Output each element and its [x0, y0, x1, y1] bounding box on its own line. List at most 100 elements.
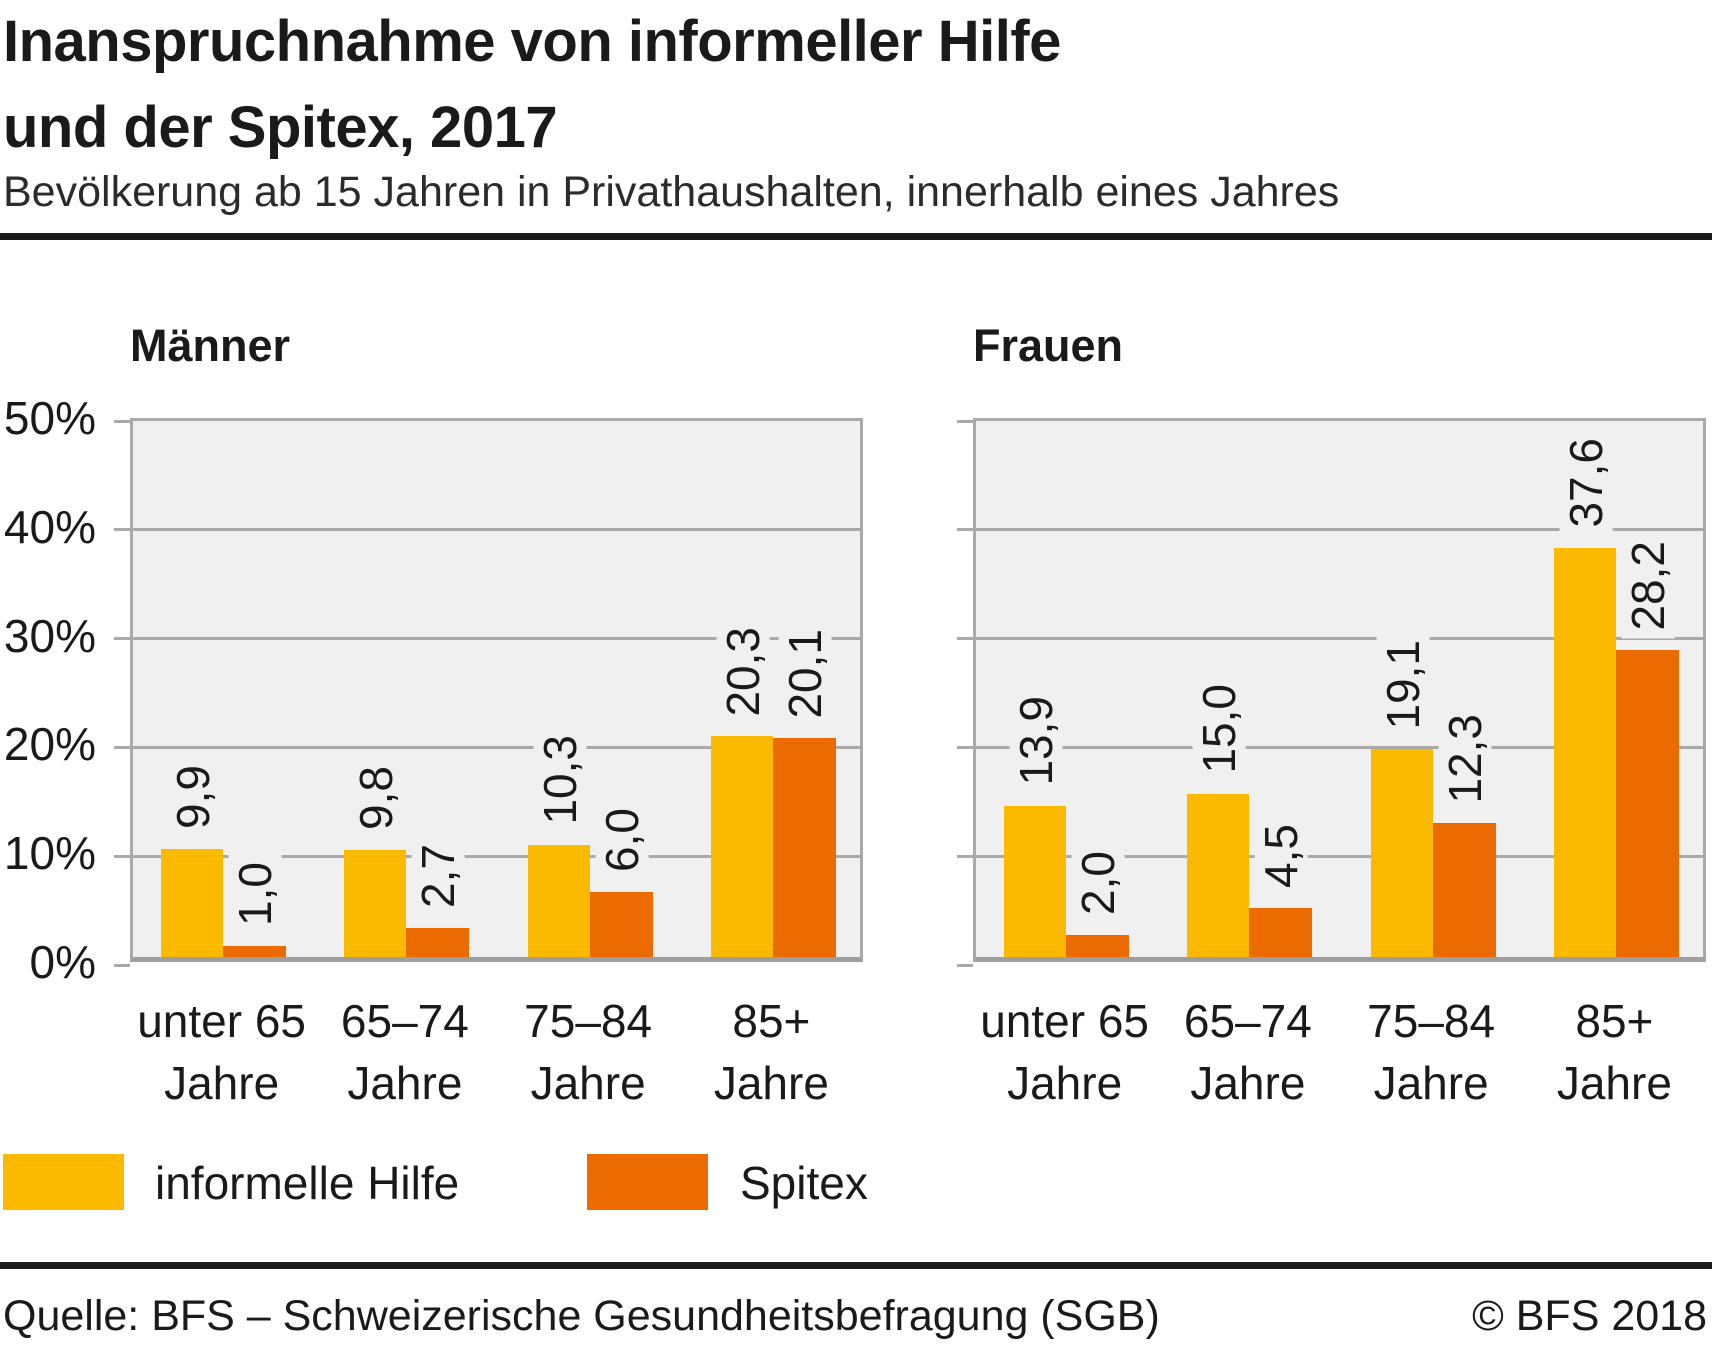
plot-inner-maenner: 9,9 9,8 10,3 20,3 1,0 2,7 6,0 20,1	[114, 419, 860, 967]
bar-value-label: 9,8	[350, 758, 403, 839]
bar-value-label: 28,2	[1621, 532, 1675, 639]
y-axis-tick	[957, 419, 973, 423]
bar-spitex	[223, 946, 286, 957]
x-axis-label-line2: Jahre	[530, 1057, 646, 1109]
y-axis-tick	[957, 854, 973, 858]
y-axis-tick	[957, 637, 973, 641]
bar-value-label: 4,5	[1255, 816, 1308, 897]
bar-value-label: 6,0	[595, 799, 649, 880]
bar-value-label: 13,9	[1010, 688, 1063, 794]
y-axis-tick	[114, 854, 130, 858]
plot-area-frauen: 13,9 15,0 19,1 37,6 2,0 4,5 12,3 28,2	[957, 418, 1706, 967]
bar-value-label: 10,3	[533, 727, 587, 833]
gridline	[976, 528, 1703, 532]
footer-divider	[0, 1262, 1712, 1269]
bar-spitex	[1615, 650, 1679, 957]
y-axis-tick-label: 20%	[3, 718, 96, 771]
bar-spitex	[1066, 935, 1129, 957]
bar-spitex	[1432, 823, 1496, 957]
bar-value-label: 20,1	[778, 620, 832, 727]
y-axis-tick	[114, 528, 130, 532]
bar-value-label: 2,7	[412, 835, 465, 916]
y-axis-tick	[114, 963, 130, 967]
bar-value-label: 15,0	[1193, 676, 1246, 782]
x-axis-label-line1: 65–74	[340, 995, 469, 1047]
legend-swatch-spitex	[587, 1154, 708, 1210]
x-axis-label-line2: Jahre	[164, 1057, 280, 1109]
footer-source: Quelle: BFS – Schweizerische Gesundheits…	[3, 1292, 1160, 1340]
bar-value-label: 9,9	[167, 757, 220, 838]
header-divider	[0, 233, 1712, 240]
x-axis-label-line2: Jahre	[1190, 1057, 1306, 1109]
x-axis-label: 75–84 Jahre	[1340, 990, 1523, 1114]
plot-area-maenner: 9,9 9,8 10,3 20,3 1,0 2,7 6,0 20,1	[114, 418, 863, 967]
bar-value-label: 20,3	[716, 618, 770, 725]
y-axis-tick-label: 0%	[29, 936, 96, 988]
x-axis-label: unter 65 Jahre	[973, 990, 1156, 1114]
x-axis-label: 65–74 Jahre	[313, 990, 496, 1114]
bar-informelle-hilfe	[1370, 749, 1433, 957]
x-axis-labels-frauen: unter 65 Jahre 65–74 Jahre 75–84 Jahre 85+ Jahr…	[973, 990, 1706, 1120]
bar-informelle-hilfe	[710, 736, 773, 957]
x-axis-label-line1: 85+	[732, 995, 811, 1047]
y-axis-tick-label: 50%	[3, 392, 96, 444]
bar-value-label: 2,0	[1072, 843, 1125, 924]
x-axis-label-line2: Jahre	[1556, 1057, 1672, 1109]
gridline	[976, 637, 1703, 641]
page-title-line1: Inanspruchnahme von informeller Hilfe	[3, 9, 1061, 74]
gridline	[133, 854, 860, 858]
page-subtitle: Bevölkerung ab 15 Jahren in Privathausha…	[3, 168, 1340, 216]
y-axis-labels: 50% 40% 30% 20% 10% 0%	[0, 392, 100, 988]
bar-informelle-hilfe	[344, 850, 407, 957]
bar-informelle-hilfe	[1187, 793, 1250, 957]
y-axis-tick	[114, 745, 130, 749]
x-axis-label-line1: unter 65	[980, 995, 1150, 1047]
x-axis-label-line2: Jahre	[713, 1057, 829, 1109]
bar-spitex	[1249, 908, 1313, 957]
y-axis-tick	[957, 528, 973, 532]
y-axis-tick-label: 30%	[3, 609, 96, 662]
page-title-line2: und der Spitex, 2017	[3, 95, 558, 160]
bar-value-label: 12,3	[1438, 705, 1492, 812]
x-axis-label-line2: Jahre	[347, 1057, 463, 1109]
chart-title-frauen: Frauen	[973, 320, 1124, 371]
x-axis-labels-maenner: unter 65 Jahre 65–74 Jahre 75–84 Jahre 85+ Jahr…	[130, 990, 863, 1120]
bar-informelle-hilfe	[161, 849, 223, 957]
bar-value-label: 1,0	[229, 854, 282, 935]
y-axis-tick	[957, 745, 973, 749]
y-axis-tick	[114, 637, 130, 641]
x-axis-label: 65–74 Jahre	[1156, 990, 1339, 1114]
legend: informelle Hilfe Spitex	[0, 1154, 1712, 1210]
bar-value-label: 37,6	[1559, 430, 1613, 536]
x-axis-label-line2: Jahre	[1373, 1057, 1489, 1109]
gridline	[133, 528, 860, 532]
bar-spitex	[772, 738, 836, 957]
bar-spitex	[589, 891, 653, 957]
gridline	[976, 745, 1703, 749]
x-axis-label: unter 65 Jahre	[130, 990, 313, 1114]
y-axis-tick-label: 10%	[3, 827, 96, 880]
y-axis-tick	[114, 419, 130, 423]
x-axis-label: 85+ Jahre	[680, 990, 863, 1114]
x-axis-label-line1: 75–84	[1367, 995, 1496, 1047]
x-axis-label-line2: Jahre	[1007, 1057, 1123, 1109]
x-axis-label-line1: 75–84	[524, 995, 653, 1047]
bar-informelle-hilfe	[1004, 805, 1066, 957]
legend-label-informelle-hilfe: informelle Hilfe	[155, 1157, 460, 1209]
gridline	[133, 637, 860, 641]
plot-inner-frauen: 13,9 15,0 19,1 37,6 2,0 4,5 12,3 28,2	[957, 419, 1703, 967]
bar-informelle-hilfe	[1553, 547, 1616, 957]
x-axis-label: 85+ Jahre	[1523, 990, 1706, 1114]
y-axis-tick-label: 40%	[3, 500, 96, 553]
x-axis-label-line1: unter 65	[137, 995, 307, 1047]
legend-swatch-informelle-hilfe	[3, 1154, 124, 1210]
x-axis-label-line1: 85+	[1575, 995, 1654, 1047]
x-axis-label: 75–84 Jahre	[497, 990, 680, 1114]
legend-label-spitex: Spitex	[740, 1157, 868, 1209]
bar-informelle-hilfe	[527, 844, 590, 957]
bar-spitex	[406, 927, 470, 957]
y-axis-tick	[957, 963, 973, 967]
gridline	[133, 745, 860, 749]
bar-value-label: 19,1	[1376, 631, 1430, 738]
